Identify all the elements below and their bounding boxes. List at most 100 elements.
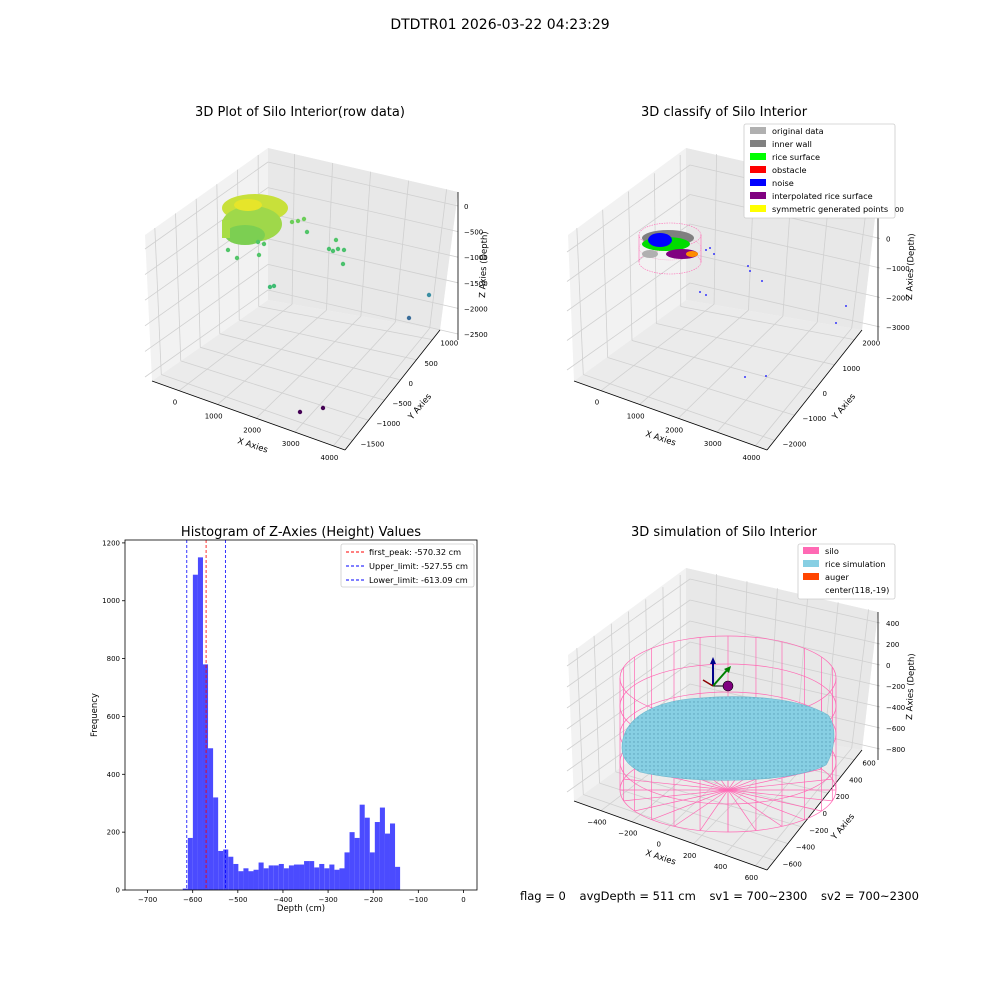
raw-3d-point	[289, 219, 295, 225]
simulation-3d-grid-z	[689, 578, 881, 624]
classify-3d-noise-point	[705, 249, 707, 251]
classify-3d-noise-point	[749, 270, 751, 272]
classify-3d-noise-point	[713, 253, 715, 255]
raw-3d-title: 3D Plot of Silo Interior(row data)	[195, 105, 405, 120]
classify-3d-noise-point	[705, 294, 707, 296]
classify-3d-legend-label: original data	[772, 126, 824, 136]
classify-3d-legend-label: interpolated rice surface	[772, 191, 873, 201]
simulation-3d-y-axis	[766, 749, 863, 871]
raw-3d-grid-y	[200, 346, 385, 401]
simulation-3d-rice	[621, 696, 835, 781]
histogram-xtick: −600	[183, 896, 202, 904]
histogram-bar	[319, 863, 325, 890]
raw-3d-point	[267, 284, 273, 290]
simulation-3d-silo-spoke	[699, 789, 729, 831]
histogram-bar	[258, 862, 264, 890]
histogram-xtick: −700	[138, 896, 157, 904]
raw-3d-grid-y	[239, 319, 417, 361]
histogram-ytick: 1000	[102, 597, 120, 605]
raw-3d-point	[301, 216, 307, 222]
simulation-3d-legend-swatch	[803, 560, 819, 567]
histogram-bar	[202, 664, 209, 890]
raw-3d-point	[340, 261, 346, 267]
classify-3d-grid-y	[583, 374, 775, 441]
classify-3d-grid-zb	[566, 253, 691, 341]
histogram-bar	[395, 866, 401, 890]
classify-3d-noise-point	[699, 291, 701, 293]
histogram-bar	[293, 864, 300, 890]
simulation-3d-ztick: 0	[886, 662, 890, 670]
raw-3d-points	[222, 194, 288, 245]
classify-3d-grid-y	[607, 357, 795, 416]
classify-3d-legend-label: obstacle	[772, 165, 807, 175]
classify-3d-legend-label: symmetric generated points	[772, 204, 888, 214]
histogram-bar	[364, 817, 370, 890]
raw-3d-ytick: −1000	[377, 420, 401, 428]
raw-3d-grid-yv	[195, 198, 201, 348]
histogram-xtick: −500	[228, 896, 247, 904]
raw-3d-grid-x	[294, 321, 396, 433]
histogram-bar	[329, 864, 335, 890]
simulation-3d-ytick: 600	[862, 760, 875, 768]
histogram-bar	[359, 804, 365, 890]
raw-3d-grid-zb	[144, 238, 269, 327]
histogram-bar	[187, 837, 193, 890]
histogram-bar	[379, 807, 385, 890]
classify-3d-legend-swatch	[750, 179, 766, 186]
raw-3d-xtick: 4000	[321, 454, 339, 462]
raw-3d-ztick: 0	[464, 203, 468, 211]
raw-3d-ztick: −2000	[464, 305, 488, 313]
simulation-3d-auger	[702, 657, 734, 692]
classify-3d-obstacle	[686, 251, 698, 257]
raw-3d-grid-xv	[394, 180, 409, 323]
raw-3d-point	[320, 405, 326, 411]
raw-3d-plot: 3D Plot of Silo Interior(row data) 0 1000…	[144, 105, 490, 462]
raw-3d-grid-y	[161, 374, 353, 441]
histogram-bar	[314, 867, 320, 890]
histogram-bar	[389, 823, 396, 890]
raw-3d-grid-z	[267, 187, 459, 232]
simulation-3d-silo-spoke	[623, 778, 729, 791]
histogram-bar	[374, 822, 380, 890]
classify-3d-legend-label: rice surface	[772, 152, 820, 162]
simulation-3d-plot: 3D simulation of Silo Interior −400 −200 0…	[566, 525, 917, 882]
classify-3d-legend-swatch	[750, 192, 766, 199]
raw-3d-zlabel: Z Axies (Depth)	[478, 231, 490, 298]
histogram-bar	[253, 869, 259, 890]
raw-3d-grid-yv	[216, 184, 221, 334]
histogram-bar	[182, 888, 188, 890]
raw-3d-grid-z	[267, 264, 459, 309]
classify-3d-legend: original data inner wall rice surface obsta…	[743, 123, 896, 219]
histogram-title: Histogram of Z-Axies (Height) Values	[181, 525, 421, 540]
classify-3d-plot: 3D classify of Silo Interior 0 1000 2000 30…	[566, 105, 917, 462]
simulation-3d-ztick: 400	[886, 620, 899, 628]
simulation-3d-grid-z	[689, 620, 881, 666]
simulation-3d-center-marker	[722, 680, 734, 692]
histogram-frame	[124, 539, 478, 891]
simulation-3d-legend: silo rice simulation auger center(118,-19)	[797, 543, 896, 600]
sv2-value: sv2 = 700~2300	[821, 889, 919, 903]
classify-3d-noise-point	[845, 305, 847, 307]
simulation-3d-grid-zb	[566, 578, 691, 667]
classify-3d-grid-z	[689, 223, 881, 269]
histogram-bar	[243, 868, 249, 890]
classify-3d-ztick: 0	[886, 236, 890, 244]
raw-3d-grid-z	[267, 238, 459, 284]
histogram-legend-label: Upper_limit: -527.55 cm	[369, 561, 468, 571]
histogram-bar	[288, 865, 294, 890]
raw-3d-point-cluster-peak	[234, 199, 262, 211]
sv1-value: sv1 = 700~2300	[709, 889, 808, 903]
histogram-xtick: −400	[273, 896, 292, 904]
histogram-bar	[324, 868, 330, 890]
classify-3d-xtick: 1000	[627, 412, 645, 420]
raw-3d-ztick: −1500	[464, 280, 488, 288]
histogram-bar	[233, 863, 239, 890]
histogram-bar	[223, 849, 229, 890]
simulation-3d-ytick: 0	[823, 810, 827, 818]
raw-3d-grid-z	[267, 161, 459, 207]
classify-3d-legend-swatch	[750, 153, 766, 160]
classify-3d-noise-cluster	[648, 233, 672, 247]
simulation-3d-x-axis	[573, 800, 768, 871]
avg-depth-value: avgDepth = 511 cm	[579, 889, 696, 903]
